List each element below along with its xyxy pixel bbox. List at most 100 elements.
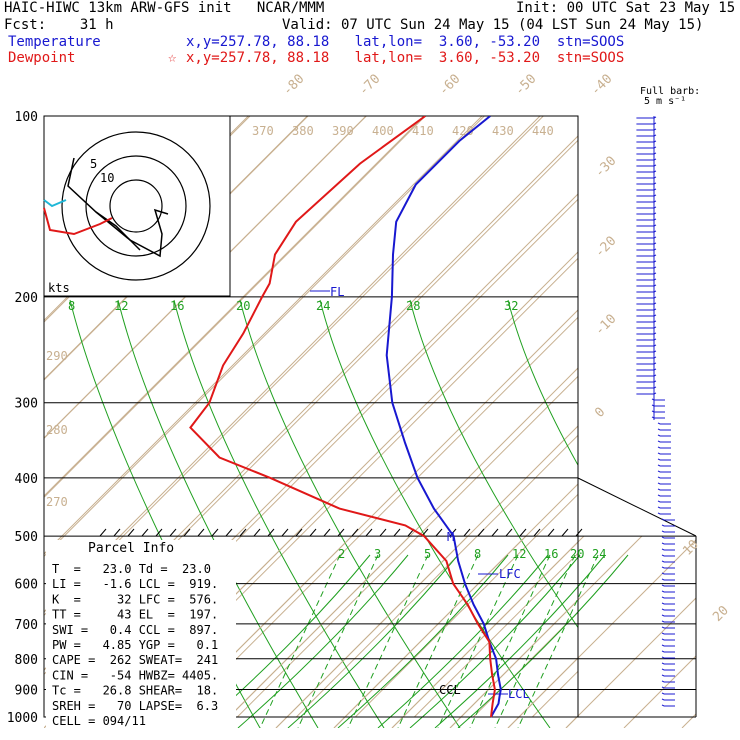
dry-adiabat-line [681, 713, 696, 728]
hodograph-frame [43, 115, 231, 297]
pressure-label: 700 [15, 618, 38, 633]
pressure-label: 900 [15, 683, 38, 698]
wind-barb [657, 428, 661, 431]
ccl-label: CCL [439, 683, 461, 697]
isotherm-label: -60 [436, 72, 463, 99]
isotherm-line [591, 116, 740, 717]
wind-barb [661, 578, 665, 581]
hatch-mark [113, 528, 121, 537]
isotherm-line [650, 116, 740, 717]
hodograph-trace-cyan [43, 199, 67, 208]
hatch-mark [477, 528, 485, 537]
parcel-info-row: PW = 4.85 YGP = 0.1 [52, 638, 218, 652]
barb-legend-label: 5 m s⁻¹ [644, 96, 686, 107]
mixing-ratio-line [347, 554, 429, 728]
hatch-mark [309, 528, 317, 537]
hatch-mark [435, 528, 443, 537]
hodograph-trace [95, 211, 141, 251]
hatch-mark [239, 528, 247, 537]
isotherm-label: -30 [592, 154, 619, 181]
theta-label: 430 [492, 124, 514, 138]
wind-barb [661, 656, 665, 659]
hodograph-ring [61, 131, 211, 281]
wind-barb [657, 500, 661, 503]
wind-barb [661, 554, 665, 557]
hatch-mark [575, 528, 583, 537]
isotherm-line [44, 116, 544, 617]
theta-label: 280 [46, 423, 68, 437]
hatch-mark [491, 528, 499, 537]
moist-adiabat-curve [409, 554, 581, 728]
mixing-ratio-label: 32 [504, 299, 518, 313]
hatch-mark [295, 528, 303, 537]
mixing-ratio-line [397, 554, 479, 728]
wind-barb [657, 446, 661, 449]
mixing-ratio-label: 2 [338, 547, 345, 561]
hatch-mark [393, 528, 401, 537]
isotherm-line [709, 116, 740, 717]
parcel-info-row: CIN = -54 HWBZ= 4405. [52, 668, 218, 682]
wind-barb [657, 512, 661, 515]
moist-adiabat-curve [337, 554, 509, 728]
isotherm-line [354, 493, 578, 718]
isotherm-label: -10 [592, 312, 619, 339]
temperature-station-info: x,y=257.78, 88.18 lat,lon= 3.60, -53.20 … [186, 34, 625, 50]
hatch-mark [351, 528, 359, 537]
wind-barb [657, 470, 661, 473]
mixing-ratio-label: 28 [406, 299, 420, 313]
wind-barb [661, 668, 665, 671]
hatch-mark [379, 528, 387, 537]
parcel-info-row: T = 23.0 Td = 23.0 [52, 562, 211, 576]
mixing-ratio-label: 16 [170, 299, 184, 313]
mixing-ratio-label: 8 [68, 299, 75, 313]
valid-time: Valid: 07 UTC Sun 24 May 15 (04 LST Sun … [282, 17, 704, 33]
wind-barb [661, 572, 665, 575]
wind-barb [661, 638, 665, 641]
wind-barb [661, 560, 665, 563]
lfc-label: LFC [499, 567, 521, 581]
mixing-ratio-label: 12 [512, 547, 526, 561]
wind-barb [661, 530, 665, 533]
pressure-label: 600 [15, 578, 38, 593]
pressure-label: 1000 [7, 711, 38, 726]
parcel-info-title: Parcel Info [88, 541, 174, 556]
wind-barb [661, 608, 665, 611]
dry-adiabat-line [217, 536, 411, 728]
plot-frame [43, 115, 579, 718]
isotherm-label: -50 [512, 72, 539, 99]
isotherm-label: 20 [710, 603, 732, 625]
isotherm-line [44, 116, 485, 558]
parcel-info-row: K = 32 LFC = 576. [52, 592, 218, 606]
dry-adiabat-line [391, 536, 585, 728]
wind-barb [661, 698, 665, 701]
moist-adiabat-curve [287, 554, 459, 728]
pressure-label: 500 [15, 530, 38, 545]
dry-adiabat-line [333, 536, 527, 728]
wind-barb [657, 434, 661, 437]
wind-barb [657, 482, 661, 485]
dry-adiabat-line [44, 116, 483, 555]
wind-barb [657, 422, 661, 425]
mixing-ratio-label: 20 [570, 547, 584, 561]
wind-barb [657, 506, 661, 509]
hatch-mark [281, 528, 289, 537]
mixing-ratio-label: 24 [592, 547, 606, 561]
wind-barb [661, 692, 665, 695]
isotherm-label: 10 [680, 537, 702, 559]
mixing-ratio-label: 24 [316, 299, 330, 313]
mixing-ratio-label: 12 [114, 299, 128, 313]
parcel-panel [46, 540, 236, 728]
hatch-mark [519, 528, 527, 537]
isotherm-line [295, 434, 578, 718]
wind-barb [657, 488, 661, 491]
parcel-info-row: CAPE = 262 SWEAT= 241 [52, 653, 218, 667]
forecast-hour: Fcst: 31 h [4, 17, 114, 33]
moist-adiabat-curve [237, 554, 409, 728]
wind-barb [661, 596, 665, 599]
pressure-label: 100 [15, 110, 38, 125]
wind-barb [661, 518, 665, 521]
mcl-label: M [447, 530, 454, 544]
wind-barb [657, 452, 661, 455]
hatch-mark [337, 528, 345, 537]
wind-barb [657, 464, 661, 467]
